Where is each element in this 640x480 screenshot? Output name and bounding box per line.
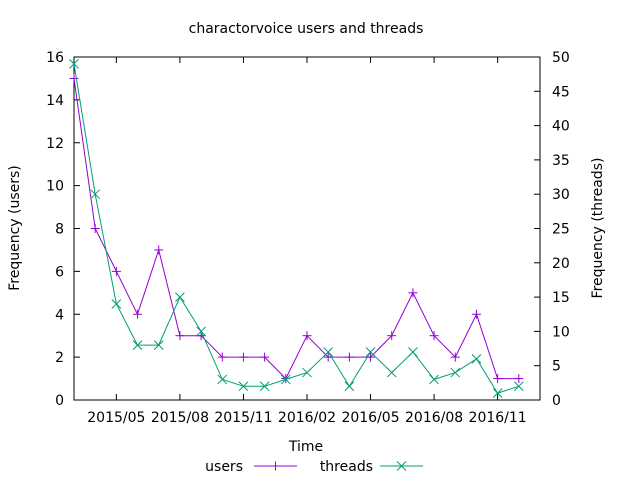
y2-tick-label: 25 xyxy=(552,222,570,238)
data-point-users xyxy=(408,288,418,298)
y2-tick-label: 10 xyxy=(552,324,570,340)
data-point-threads xyxy=(386,367,397,378)
data-point-threads xyxy=(492,388,503,398)
data-point-users xyxy=(238,352,248,362)
legend-label-threads: threads xyxy=(320,459,373,475)
data-point-users xyxy=(387,331,397,341)
data-point-users xyxy=(90,224,100,233)
y2-tick-label: 0 xyxy=(552,393,561,409)
x-tick-label: 2016/05 xyxy=(341,410,399,426)
data-point-users xyxy=(429,331,439,341)
chart-title: charactorvoice users and threads xyxy=(189,21,424,37)
data-point-users xyxy=(69,73,79,83)
data-point-threads xyxy=(175,292,185,302)
y-axis-label: Frequency (users) xyxy=(7,165,23,291)
legend-marker-users xyxy=(271,461,280,471)
y-tick-label: 16 xyxy=(46,50,64,66)
x-tick-label: 2015/05 xyxy=(87,410,145,426)
data-point-users xyxy=(217,352,227,362)
y-tick-label: 2 xyxy=(55,350,64,366)
x-tick-label: 2015/08 xyxy=(151,410,209,426)
legend: users threads xyxy=(205,459,423,475)
data-point-threads xyxy=(450,367,461,378)
data-point-users xyxy=(175,331,185,341)
y2-tick-label: 15 xyxy=(552,290,570,306)
data-point-threads xyxy=(344,381,355,392)
data-point-threads xyxy=(217,374,228,385)
data-point-users xyxy=(260,352,270,362)
x-tick-label: 2016/08 xyxy=(405,410,463,426)
y-tick-label: 12 xyxy=(46,136,64,152)
data-point-threads xyxy=(132,340,143,350)
x-tick-label: 2016/02 xyxy=(278,410,336,426)
data-point-threads xyxy=(196,326,206,337)
y-tick-label: 4 xyxy=(55,307,64,323)
data-point-users xyxy=(196,331,206,341)
x-tick-label: 2016/11 xyxy=(469,410,527,426)
data-point-users xyxy=(154,245,164,255)
data-point-threads xyxy=(429,374,439,385)
y2-tick-label: 40 xyxy=(552,119,570,135)
data-point-threads xyxy=(90,189,101,200)
legend-marker-threads xyxy=(396,461,407,471)
y2-axis-label: Frequency (threads) xyxy=(590,158,606,299)
y2-tick-label: 45 xyxy=(552,84,570,100)
data-point-users xyxy=(471,309,481,319)
data-point-threads xyxy=(111,299,122,309)
data-point-users xyxy=(514,374,524,384)
x-tick-label: 2015/11 xyxy=(214,410,272,426)
y-tick-label: 6 xyxy=(55,264,64,280)
x-axis-label: Time xyxy=(288,439,323,455)
data-point-threads xyxy=(259,381,270,392)
y2-tick-label: 50 xyxy=(552,50,570,66)
data-point-threads xyxy=(323,347,334,357)
data-point-threads xyxy=(153,340,164,350)
data-point-threads xyxy=(238,381,249,392)
data-point-threads xyxy=(365,347,376,357)
series-line-users xyxy=(73,78,519,380)
plot-area: 0 2 4 6 8 10 12 14 16 0 5 10 15 20 25 30 35 40 45 50 2015/05… xyxy=(46,50,570,426)
data-point-users xyxy=(133,309,143,319)
data-point-users xyxy=(302,331,312,341)
data-point-threads xyxy=(513,381,524,392)
y-tick-label: 14 xyxy=(46,93,64,109)
data-point-users xyxy=(344,352,354,362)
y2-tick-label: 20 xyxy=(552,256,570,272)
legend-label-users: users xyxy=(205,459,243,475)
data-point-threads xyxy=(471,353,482,364)
y2-tick-label: 5 xyxy=(552,359,561,375)
y-tick-label: 10 xyxy=(46,179,64,195)
data-point-threads xyxy=(69,59,79,69)
y-tick-label: 0 xyxy=(55,393,64,409)
data-point-users xyxy=(111,266,121,276)
data-point-users xyxy=(493,374,503,384)
y-tick-label: 8 xyxy=(55,222,64,238)
data-point-threads xyxy=(280,374,291,385)
series-line-threads xyxy=(73,63,519,394)
plot-frame xyxy=(73,56,541,401)
y2-tick-label: 30 xyxy=(552,187,570,203)
y2-tick-label: 35 xyxy=(552,153,570,169)
data-point-threads xyxy=(302,367,312,378)
data-point-users xyxy=(450,352,460,362)
data-point-threads xyxy=(408,347,418,357)
